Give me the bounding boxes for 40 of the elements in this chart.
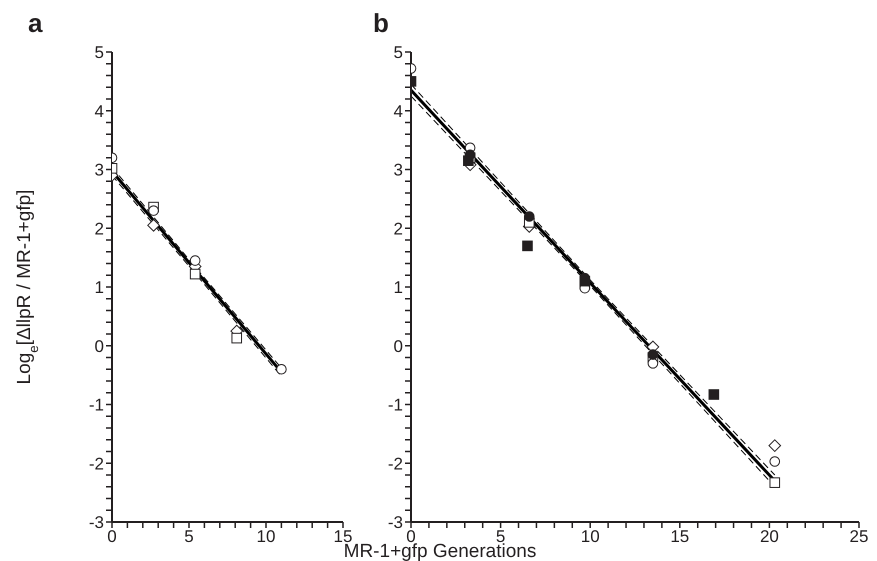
point xyxy=(190,268,200,280)
point xyxy=(190,255,200,266)
y-tick-label: 0 xyxy=(94,336,104,356)
y-tick-label: -1 xyxy=(88,396,104,415)
y-tick-label: 0 xyxy=(394,336,403,356)
y-tick-label: -3 xyxy=(388,513,403,532)
x-tick-label: 10 xyxy=(256,527,276,546)
chart-title: a xyxy=(28,8,42,39)
x-tick-label: 20 xyxy=(760,527,779,546)
y-tick-label: 2 xyxy=(94,219,104,238)
point xyxy=(708,389,720,400)
point xyxy=(648,349,658,360)
point xyxy=(464,150,476,160)
y-tick-label: -1 xyxy=(388,396,403,415)
y-tick-label: 4 xyxy=(94,102,104,121)
point xyxy=(522,240,533,252)
y-tick-label: 1 xyxy=(94,278,104,298)
point xyxy=(648,358,658,369)
point xyxy=(231,332,242,344)
point xyxy=(769,477,780,488)
x-tick-label: 0 xyxy=(107,527,117,546)
chart-title: b xyxy=(373,8,389,39)
y-tick-label: -2 xyxy=(388,454,403,474)
x-tick-label: 5 xyxy=(184,527,194,546)
x-tick-label: 15 xyxy=(670,527,690,546)
y-tick-label: 3 xyxy=(94,160,104,180)
point xyxy=(768,439,782,452)
y-tick-label: 3 xyxy=(394,160,403,180)
y-tick-label: -2 xyxy=(88,454,104,474)
point xyxy=(148,205,159,216)
y-tick-label: 1 xyxy=(394,278,403,298)
y-tick-label: 2 xyxy=(394,219,403,238)
y-tick-label: 5 xyxy=(394,43,403,62)
point xyxy=(524,211,535,222)
x-tick-label: 10 xyxy=(580,527,600,546)
point xyxy=(147,219,160,232)
x-tick-label: 25 xyxy=(850,527,868,546)
y-tick-label: 5 xyxy=(94,43,104,62)
y-tick-label: -3 xyxy=(88,513,104,532)
y-tick-label: 4 xyxy=(394,102,403,121)
